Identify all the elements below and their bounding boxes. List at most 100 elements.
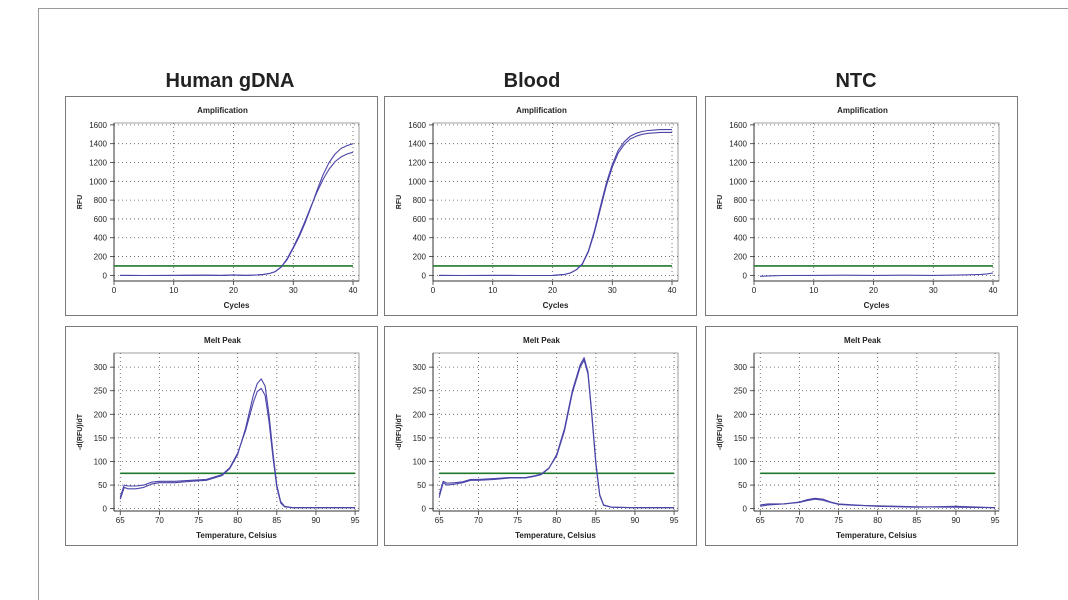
series-line-2 xyxy=(438,129,672,277)
x-tick-label: 80 xyxy=(233,516,242,525)
y-tick-label: 150 xyxy=(413,434,427,443)
x-tick-label: 90 xyxy=(311,516,320,525)
y-tick-label: 1000 xyxy=(729,177,747,186)
y-tick-label: 600 xyxy=(413,215,427,224)
x-tick-label: 20 xyxy=(229,286,238,295)
x-axis-label: Temperature, Celsius xyxy=(196,531,277,540)
x-tick-label: 85 xyxy=(591,516,600,525)
melt-peak-chart-human-gdna: Melt Peak 65 70 75 80 85 90 95 0 50 100 150 200 250 30… xyxy=(77,336,360,540)
y-tick-label: 300 xyxy=(413,363,427,372)
x-tick-label: 90 xyxy=(951,516,960,525)
x-tick-label: 70 xyxy=(795,516,804,525)
y-tick-label: 800 xyxy=(94,196,108,205)
y-axis-label: -d(RFU)/dT xyxy=(77,413,84,450)
x-tick-label: 0 xyxy=(752,286,757,295)
y-tick-label: 50 xyxy=(98,481,107,490)
series-line-1 xyxy=(759,272,994,277)
column-title-blood: Blood xyxy=(503,70,561,92)
melt-peak-title: Melt Peak xyxy=(523,336,560,345)
melt-peak-title: Melt Peak xyxy=(844,336,881,345)
series-line-2 xyxy=(760,498,996,509)
melt-peak-chart-ntc: Melt Peak 65 70 75 80 85 90 95 0 50 100 150 200 250 30… xyxy=(717,336,1000,540)
y-tick-label: 200 xyxy=(413,253,427,262)
plot-area xyxy=(753,122,1000,282)
y-tick-label: 1200 xyxy=(408,159,426,168)
x-tick-label: 40 xyxy=(989,286,998,295)
x-tick-label: 95 xyxy=(991,516,1000,525)
y-tick-label: 1400 xyxy=(408,140,426,149)
x-tick-label: 40 xyxy=(349,286,358,295)
y-axis-label: RFU xyxy=(396,195,403,209)
melt-peak-title: Melt Peak xyxy=(204,336,241,345)
x-axis-label: Temperature, Celsius xyxy=(515,531,596,540)
x-tick-label: 70 xyxy=(474,516,483,525)
series-line-2 xyxy=(119,143,354,277)
y-tick-label: 100 xyxy=(734,457,748,466)
y-tick-label: 200 xyxy=(94,253,108,262)
y-axis-label: RFU xyxy=(77,195,84,209)
y-tick-label: 1000 xyxy=(408,177,426,186)
y-tick-label: 600 xyxy=(734,215,748,224)
x-tick-label: 20 xyxy=(548,286,557,295)
y-tick-label: 250 xyxy=(413,387,427,396)
amplification-title: Amplification xyxy=(197,106,248,115)
x-tick-label: 85 xyxy=(912,516,921,525)
x-tick-label: 20 xyxy=(869,286,878,295)
x-tick-label: 30 xyxy=(929,286,938,295)
y-tick-label: 400 xyxy=(94,234,108,243)
x-tick-label: 80 xyxy=(873,516,882,525)
column-title-ntc: NTC xyxy=(835,70,877,92)
y-tick-label: 150 xyxy=(734,434,748,443)
y-tick-label: 800 xyxy=(413,196,427,205)
y-tick-label: 1000 xyxy=(89,177,107,186)
y-axis-label: RFU xyxy=(717,195,724,209)
series-line-1 xyxy=(119,151,354,277)
y-tick-label: 1400 xyxy=(729,140,747,149)
x-tick-label: 95 xyxy=(670,516,679,525)
x-tick-label: 95 xyxy=(351,516,360,525)
amplification-title: Amplification xyxy=(837,106,888,115)
column-title-human-gdna: Human gDNA xyxy=(165,70,295,92)
plot-area xyxy=(753,352,1000,512)
y-tick-label: 1600 xyxy=(729,121,747,130)
x-tick-label: 75 xyxy=(513,516,522,525)
x-axis-label: Cycles xyxy=(864,301,890,310)
y-tick-label: 200 xyxy=(413,410,427,419)
melt-peak-chart-blood: Melt Peak 65 70 75 80 85 90 95 0 50 100 150 200 250 30… xyxy=(396,336,679,540)
x-axis-label: Temperature, Celsius xyxy=(836,531,917,540)
x-tick-label: 65 xyxy=(116,516,125,525)
plot-area xyxy=(113,352,360,512)
x-tick-label: 0 xyxy=(112,286,117,295)
y-tick-label: 250 xyxy=(94,387,108,396)
chart-panel-amplification-human-gdna: Amplification 0 10 20 30 40 0 200 400 600 800 1000 1… xyxy=(65,96,378,316)
y-tick-label: 1200 xyxy=(89,159,107,168)
plot-area xyxy=(432,122,679,282)
x-axis-label: Cycles xyxy=(543,301,569,310)
x-tick-label: 0 xyxy=(431,286,436,295)
x-tick-label: 65 xyxy=(435,516,444,525)
y-tick-label: 50 xyxy=(738,481,747,490)
y-tick-label: 50 xyxy=(417,481,426,490)
plot-area xyxy=(113,122,360,282)
x-tick-label: 75 xyxy=(194,516,203,525)
x-tick-label: 10 xyxy=(809,286,818,295)
series-line-2 xyxy=(438,359,675,509)
x-tick-label: 10 xyxy=(169,286,178,295)
series-line-2 xyxy=(119,387,356,509)
chart-panel-amplification-blood: Amplification 0 10 20 30 40 0 200 400 600 800 1000 1… xyxy=(384,96,697,316)
y-tick-label: 0 xyxy=(743,271,748,280)
y-tick-label: 0 xyxy=(743,505,748,514)
chart-panel-melt-peak-blood: Melt Peak 65 70 75 80 85 90 95 0 50 100 150 200 250 30… xyxy=(384,326,697,546)
x-tick-label: 75 xyxy=(834,516,843,525)
y-tick-label: 300 xyxy=(94,363,108,372)
x-tick-label: 30 xyxy=(608,286,617,295)
y-tick-label: 150 xyxy=(94,434,108,443)
x-tick-label: 70 xyxy=(155,516,164,525)
y-tick-label: 100 xyxy=(413,457,427,466)
y-tick-label: 1400 xyxy=(89,140,107,149)
y-tick-label: 1600 xyxy=(89,121,107,130)
y-tick-label: 250 xyxy=(734,387,748,396)
y-tick-label: 0 xyxy=(422,271,427,280)
